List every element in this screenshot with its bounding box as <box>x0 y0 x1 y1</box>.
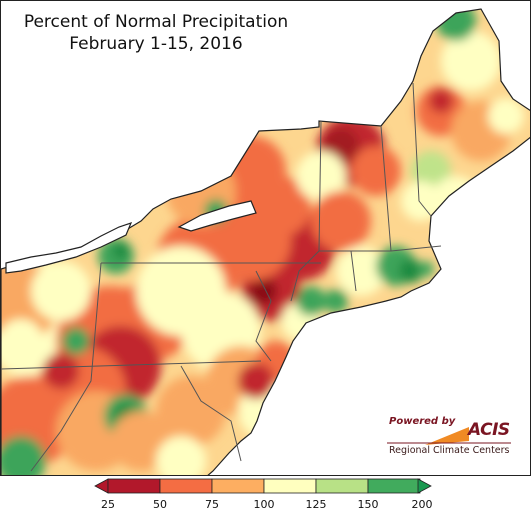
state-boundary <box>290 120 322 302</box>
logo-powered-by: Powered by <box>389 416 456 427</box>
precip-anomaly-blob <box>436 9 476 41</box>
precip-anomaly-blob <box>1 436 46 475</box>
coastline <box>1 8 530 475</box>
precip-anomaly-blob <box>296 286 326 316</box>
legend-under-arrow <box>94 478 109 494</box>
precip-anomaly-blob <box>156 436 206 475</box>
legend-bin <box>159 478 213 494</box>
state-boundaries <box>1 82 442 472</box>
precip-anomaly-blob <box>311 191 371 251</box>
state-boundary <box>1 360 262 370</box>
precip-anomaly-blob <box>418 261 434 277</box>
precip-anomaly-blob <box>43 353 79 389</box>
state-boundary <box>180 365 242 462</box>
legend-bin <box>263 478 317 494</box>
map-frame: Percent of Normal Precipitation February… <box>0 0 531 476</box>
logo-subtitle: Regional Climate Centers <box>389 445 510 456</box>
map-subtitle: February 1-15, 2016 <box>69 34 243 54</box>
logo-acis-text: ACIS <box>468 420 510 440</box>
precip-anomaly-blob <box>488 98 524 134</box>
precip-anomaly-blob <box>431 176 481 226</box>
legend-bin <box>211 478 265 494</box>
state-boundary <box>350 250 357 292</box>
legend-bin <box>367 478 421 494</box>
precip-anomaly-blob <box>238 363 274 399</box>
precip-anomaly-blob <box>429 89 453 113</box>
state-boundary <box>255 270 272 362</box>
legend-tick-label: 25 <box>101 498 115 511</box>
legend-over-arrow <box>417 478 432 494</box>
precip-anomaly-blob <box>351 146 401 196</box>
state-boundary <box>412 82 432 217</box>
legend-tick-label: 75 <box>205 498 219 511</box>
precip-anomaly-blob <box>62 327 90 355</box>
lake-outline <box>5 200 257 274</box>
state-boundary <box>30 262 102 472</box>
precip-anomaly-blob <box>401 181 441 221</box>
map-title: Percent of Normal Precipitation <box>23 12 289 32</box>
precip-blobs <box>1 9 524 475</box>
acis-logo: Powered by ACIS Regional Climate Centers <box>385 415 513 459</box>
precip-anomaly-blob <box>113 243 129 259</box>
precipitation-map <box>1 8 530 475</box>
legend-tick-label: 125 <box>305 498 327 511</box>
precip-anomaly-blob <box>399 259 423 283</box>
precip-anomaly-blob <box>296 151 346 201</box>
precip-anomaly-blob <box>156 376 226 446</box>
state-boundary <box>319 245 442 252</box>
legend-tick-label: 200 <box>411 498 433 511</box>
state-boundary <box>380 125 392 252</box>
legend-colorbar <box>94 478 432 494</box>
logo-swoosh-icon <box>387 427 511 445</box>
legend-bin <box>107 478 161 494</box>
precip-anomaly-blob <box>249 277 277 305</box>
legend-bins <box>107 478 421 494</box>
legend-bin <box>315 478 369 494</box>
precip-anomaly-blob <box>31 261 91 321</box>
precip-anomaly-blob <box>111 411 171 471</box>
legend-tick-label: 100 <box>253 498 275 511</box>
precip-anomaly-blob <box>324 289 348 313</box>
legend-tick-label: 50 <box>153 498 167 511</box>
legend-tick-label: 150 <box>357 498 379 511</box>
precip-field <box>1 9 530 475</box>
precip-anomaly-blob <box>336 246 386 296</box>
precip-anomaly-blob <box>441 31 501 91</box>
color-legend <box>0 476 531 511</box>
precip-anomaly-blob <box>1 319 43 363</box>
